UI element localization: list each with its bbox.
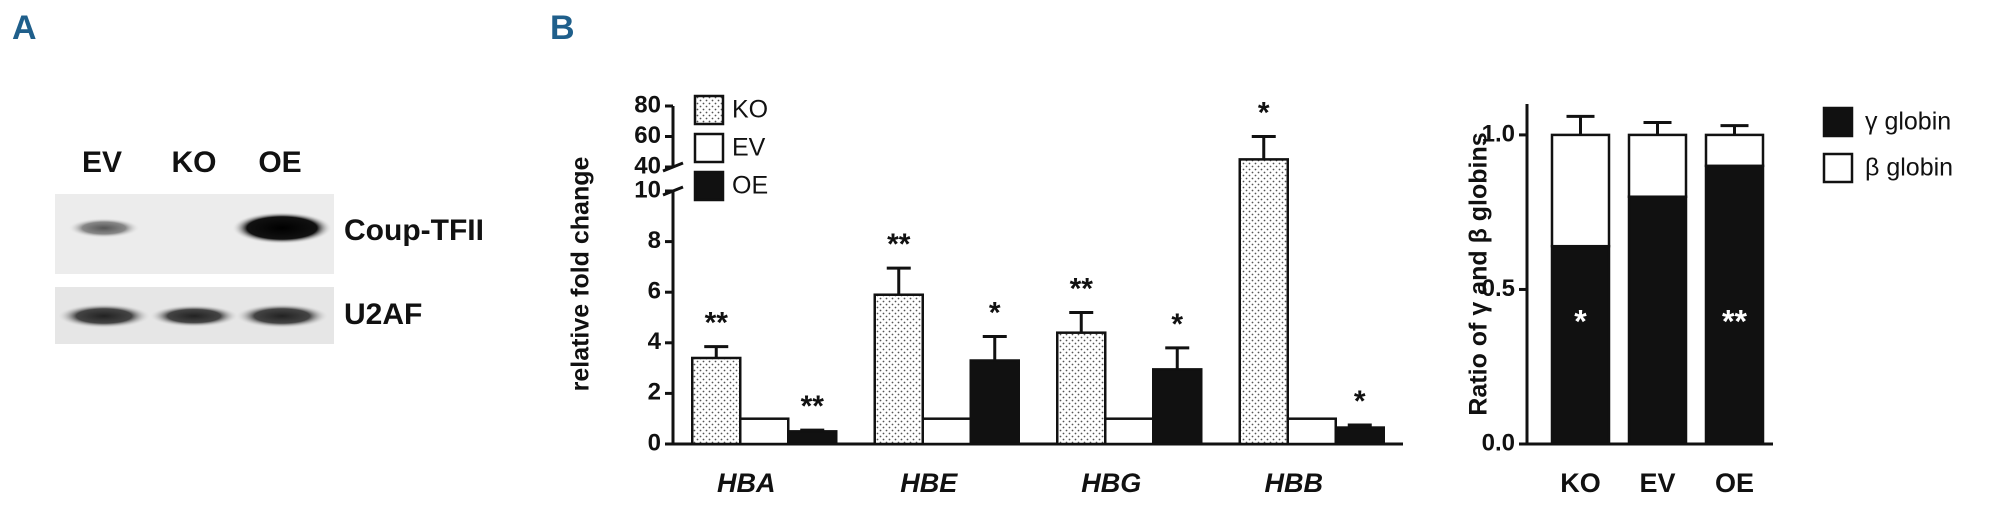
band-label: U2AF [344, 298, 422, 331]
bar [739, 417, 790, 446]
significance: ** [1070, 272, 1094, 305]
band-label: Coup-TFII [344, 214, 484, 247]
error-bar [704, 345, 729, 358]
lane-label: KO [172, 146, 217, 179]
significance: ** [1722, 303, 1747, 339]
bar-segment [1550, 133, 1611, 248]
legend-label: β globin [1865, 154, 1953, 182]
blot-band [150, 305, 238, 327]
bar [691, 356, 742, 446]
error-bar [1643, 121, 1672, 135]
lane-label: EV [82, 146, 122, 179]
legend-label: OE [732, 172, 768, 200]
significance: * [1258, 96, 1270, 129]
significance: ** [705, 307, 729, 340]
legend-swatch [693, 132, 725, 164]
error-bar [1251, 135, 1276, 160]
bar [921, 417, 972, 446]
bar-segment [1627, 133, 1688, 198]
significance: * [1354, 385, 1366, 418]
y-axis-title: Ratio of γ and β globins [1465, 132, 1493, 415]
legend-swatch [1822, 152, 1854, 184]
significance: * [1574, 303, 1587, 339]
error-bar [1566, 114, 1595, 135]
bar [1334, 426, 1385, 446]
y-tick-label: 0.0 [1482, 429, 1515, 456]
lane-label: OE [258, 146, 301, 179]
y-axis-title: relative fold change [567, 157, 595, 392]
y-tick-label: 4 [648, 328, 662, 355]
y-tick-label: 0.5 [1482, 275, 1515, 302]
error-bar [1069, 310, 1094, 333]
bar [1238, 158, 1289, 446]
error-bar [886, 266, 911, 295]
x-tick-label: HBE [900, 468, 958, 498]
significance: * [989, 296, 1001, 329]
x-tick-label: EV [1639, 468, 1675, 498]
x-tick-label: OE [1715, 468, 1754, 498]
bar [969, 359, 1020, 446]
y-tick-label: 80 [634, 91, 661, 118]
y-tick-label: 10 [634, 176, 661, 203]
y-tick-label: 8 [648, 227, 661, 254]
y-tick-label: 1.0 [1482, 120, 1515, 147]
panel-label: A [12, 9, 37, 47]
significance: * [1171, 308, 1183, 341]
x-tick-label: KO [1560, 468, 1601, 498]
blot-band [236, 304, 328, 328]
legend-swatch [693, 94, 725, 126]
y-tick-label: 0 [648, 429, 661, 456]
bar-segment [1704, 133, 1765, 168]
legend-label: KO [732, 96, 768, 124]
legend-swatch [1822, 106, 1854, 138]
significance: ** [801, 390, 825, 423]
error-bar [1165, 346, 1190, 370]
blot-band [68, 218, 140, 238]
legend-label: EV [732, 134, 766, 162]
y-tick-label: 2 [648, 379, 661, 406]
bar-segment [1550, 244, 1611, 446]
error-bar [982, 334, 1007, 361]
error-bar [1347, 423, 1372, 428]
significance: ** [887, 228, 911, 261]
x-tick-label: HBA [717, 468, 776, 498]
blot-band [58, 304, 150, 328]
x-tick-label: HBG [1081, 468, 1141, 498]
western-blot: EV KO OE Coup-TFII U2AF [55, 146, 484, 344]
y-tick-label: 60 [634, 122, 661, 149]
bar [1286, 417, 1337, 446]
bar-segment [1627, 195, 1688, 446]
bar [1104, 417, 1155, 446]
bar [787, 430, 838, 446]
x-tick-label: HBB [1265, 468, 1324, 498]
y-tick-label: 40 [634, 152, 661, 179]
bar [873, 293, 924, 446]
legend-label: γ globin [1865, 108, 1951, 136]
blot-band [232, 212, 332, 244]
y-tick-label: 6 [648, 278, 661, 305]
panel-label: B [550, 9, 575, 47]
legend-swatch [693, 170, 725, 202]
error-bar [1720, 124, 1749, 135]
bar [1056, 331, 1107, 446]
bar [1152, 368, 1203, 446]
error-bar [800, 428, 825, 432]
